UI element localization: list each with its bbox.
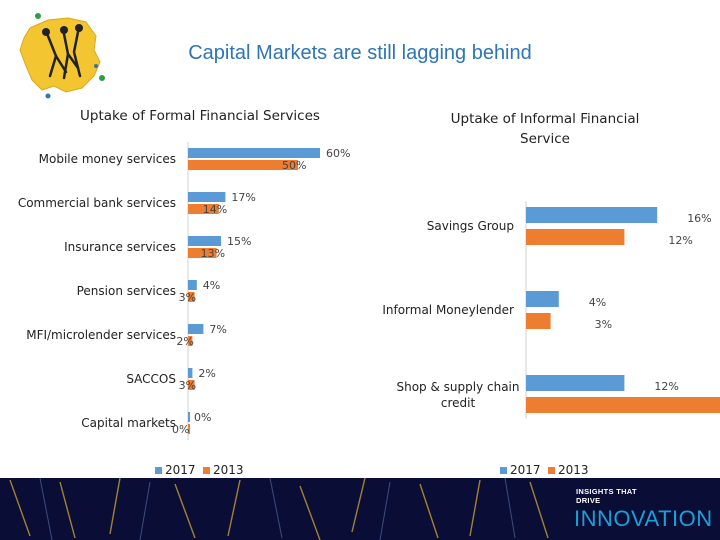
data-label-2013-savings-group: 12% xyxy=(668,234,692,247)
legend-label-2013: 2013 xyxy=(213,463,244,477)
legend-swatch-2013 xyxy=(548,467,555,474)
bar-2017-shop-supply-chain-credit xyxy=(526,375,624,391)
bar-2017-informal-moneylender xyxy=(526,291,559,307)
data-label-2017-capital-markets: 0% xyxy=(194,411,211,424)
legend-label-2013: 2013 xyxy=(558,463,589,477)
bar-2017-savings-group xyxy=(526,207,657,223)
data-label-2017-pension-services: 4% xyxy=(203,279,220,292)
data-label-2013-mfi-microlender-services: 2% xyxy=(176,335,193,348)
legend-label-2017: 2017 xyxy=(510,463,541,477)
bar-2017-capital-markets xyxy=(188,412,190,422)
bar-2013-shop-supply-chain-credit xyxy=(526,397,720,413)
footer-brand: INNOVATION xyxy=(574,506,713,532)
data-label-2013-saccos: 3% xyxy=(179,379,196,392)
formal-financial-chart: Mobile money services 60% 50% Commercial ba… xyxy=(0,140,380,480)
data-label-2013-pension-services: 3% xyxy=(179,291,196,304)
category-label-pension-services: Pension services xyxy=(77,284,176,298)
legend-label-2017: 2017 xyxy=(165,463,196,477)
bar-2017-pension-services xyxy=(188,280,197,290)
category-label-commercial-bank-services: Commercial bank services xyxy=(18,196,176,210)
legend-swatch-2017 xyxy=(155,467,162,474)
data-label-2017-mobile-money-services: 60% xyxy=(326,147,350,160)
bar-2013-informal-moneylender xyxy=(526,313,551,329)
category-label-informal-moneylender: Informal Moneylender xyxy=(382,303,514,317)
data-label-2017-saccos: 2% xyxy=(198,367,215,380)
legend-swatch-2017 xyxy=(500,467,507,474)
informal-financial-chart: Savings Group 16% 12% Informal Moneylender 4… xyxy=(380,180,720,478)
category-label-mobile-money-services: Mobile money services xyxy=(39,152,176,166)
category-label-insurance-services: Insurance services xyxy=(64,240,176,254)
data-label-2017-informal-moneylender: 4% xyxy=(589,296,606,309)
informal-chart-title: Uptake of Informal Financial Service xyxy=(430,109,660,149)
footer-tagline-line1: INSIGHTS THAT xyxy=(576,487,637,496)
bar-2017-commercial-bank-services xyxy=(188,192,225,202)
slide-title: Capital Markets are still lagging behind xyxy=(0,42,720,65)
category-label-capital-markets: Capital markets xyxy=(81,416,176,430)
category-label-shop-supply-chain-credit: Shop & supply chaincredit xyxy=(396,380,519,410)
category-label-mfi-microlender-services: MFI/microlender services xyxy=(26,328,176,342)
bar-2017-mobile-money-services xyxy=(188,148,320,158)
data-label-2017-savings-group: 16% xyxy=(687,212,711,225)
legend-swatch-2013 xyxy=(203,467,210,474)
data-label-2017-mfi-microlender-services: 7% xyxy=(209,323,226,336)
bar-2017-saccos xyxy=(188,368,192,378)
data-label-2013-insurance-services: 13% xyxy=(201,247,225,260)
category-label-saccos: SACCOS xyxy=(126,372,176,386)
data-label-2017-shop-supply-chain-credit: 12% xyxy=(654,380,678,393)
bar-2017-mfi-microlender-services xyxy=(188,324,203,334)
bar-2017-insurance-services xyxy=(188,236,221,246)
footer-banner: INSIGHTS THAT DRIVE INNOVATION xyxy=(0,478,720,540)
data-label-2013-capital-markets: 0% xyxy=(172,423,189,436)
data-label-2013-mobile-money-services: 50% xyxy=(282,159,306,172)
data-label-2013-informal-moneylender: 3% xyxy=(595,318,612,331)
formal-chart-title: Uptake of Formal Financial Services xyxy=(40,108,360,124)
category-label-savings-group: Savings Group xyxy=(427,219,514,233)
footer-tagline-line2: DRIVE xyxy=(576,496,600,505)
data-label-2017-insurance-services: 15% xyxy=(227,235,251,248)
data-label-2013-commercial-bank-services: 14% xyxy=(203,203,227,216)
bar-2013-savings-group xyxy=(526,229,624,245)
data-label-2017-commercial-bank-services: 17% xyxy=(231,191,255,204)
